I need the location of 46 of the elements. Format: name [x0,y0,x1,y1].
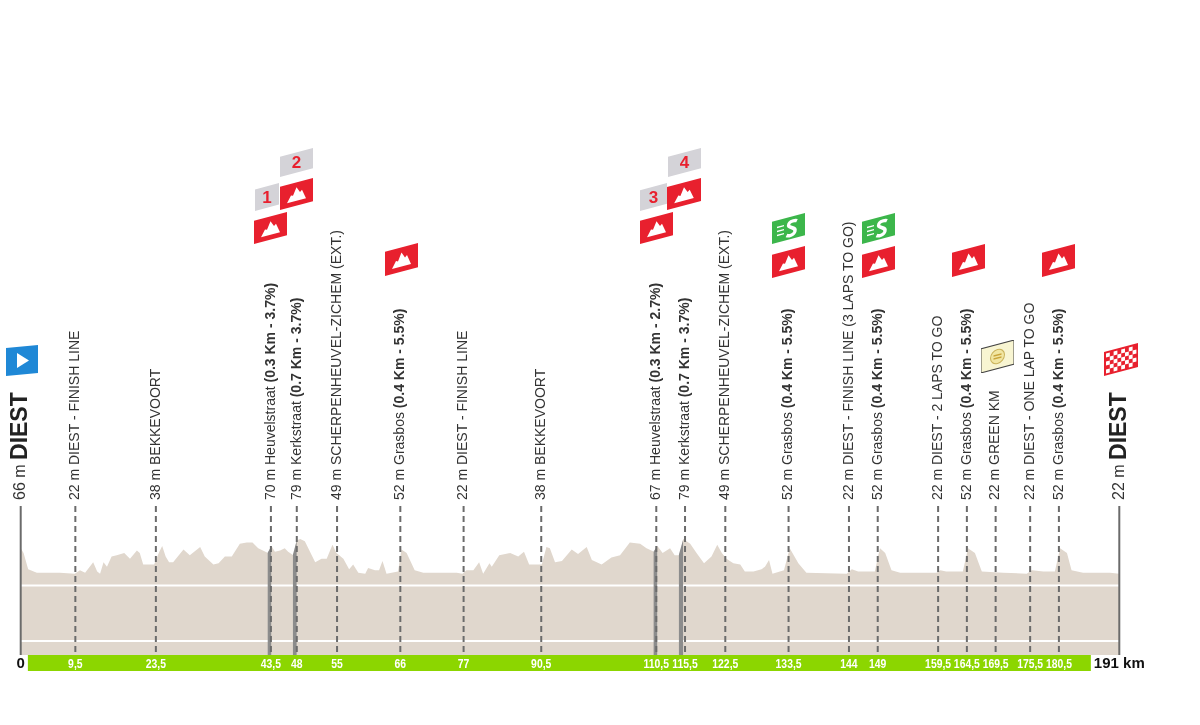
ref-line-label: 22 m DIEST - FINISH LINE [66,330,83,500]
ref-line-label: 49 m SCHERPENHEUVEL-ZICHEM (EXT.) [327,230,344,500]
x-tick-label: 110,5 [643,655,670,670]
ref-line-label: 52 m Grasbos (0.4 Km - 5.5%) [957,308,974,500]
x-tick-label: 159,5 [925,655,952,670]
ref-line-label: 22 m DIEST - ONE LAP TO GO [1021,302,1038,500]
ref-line-label: 49 m SCHERPENHEUVEL-ZICHEM (EXT.) [716,230,733,500]
text: 2 [291,153,302,172]
ref-line-label: 70 m Heuvelstraat (0.3 Km - 3.7%) [261,282,278,500]
text: 1 [262,187,272,207]
ref-line-label: 67 m Heuvelstraat (0.3 Km - 2.7%) [647,282,664,500]
x-tick-label: 149 [869,655,887,670]
x-tick-label: 115,5 [672,655,699,670]
x-tick-label: 144 [840,655,859,670]
x-tick-label: 48 [291,655,303,670]
x-tick-label: 133,5 [775,655,802,670]
ref-line-label: 52 m Grasbos (0.4 Km - 5.5%) [1049,308,1066,500]
x-tick-label: 77 [457,655,470,670]
x-tick-label: 0 [16,654,25,672]
ref-line-label: 22 m GREEN KM [986,390,1003,500]
x-tick-label: 55 [331,655,344,670]
x-tick-label: 9,5 [68,655,83,670]
x-tick-label: 90,5 [531,655,552,670]
ref-line-label: 52 m Grasbos (0.4 Km - 5.5%) [779,308,796,500]
ref-line-label: 79 m Kerkstraat (0.7 Km - 3.7%) [675,297,692,500]
text: 3 [648,187,659,207]
ref-line-label: 22 m DIEST [1104,392,1131,500]
ref-line-label: 22 m DIEST - FINISH LINE [454,330,471,500]
ref-line-label: 79 m Kerkstraat (0.7 Km - 3.7%) [287,297,304,500]
x-tick-label: 66 [394,655,407,670]
ref-line-label: 52 m Grasbos (0.4 Km - 5.5%) [391,308,408,500]
x-tick-label: 180,5 [1045,655,1073,670]
x-tick-label: 23,5 [145,655,167,670]
x-tick-label: 43,5 [260,655,282,670]
ref-line-label: 66 m DIEST [6,392,33,500]
ref-line-label: 22 m DIEST - 2 LAPS TO GO [928,315,945,500]
x-tick-label: 122,5 [712,655,739,670]
ref-line-label: 22 m DIEST - FINISH LINE (3 LAPS TO GO) [839,221,856,500]
x-tick-label: 175,5 [1017,655,1044,670]
x-tick-label: 164,5 [953,655,981,670]
ref-line-label: 52 m Grasbos (0.4 Km - 5.5%) [868,308,885,500]
ref-line-label: 38 m BEKKEVOORT [146,368,163,500]
text: 4 [679,153,690,172]
x-tick-label: 191 km [1093,654,1145,672]
ref-line-label: 38 m BEKKEVOORT [532,368,549,500]
x-tick-label: 169,5 [982,655,1010,670]
